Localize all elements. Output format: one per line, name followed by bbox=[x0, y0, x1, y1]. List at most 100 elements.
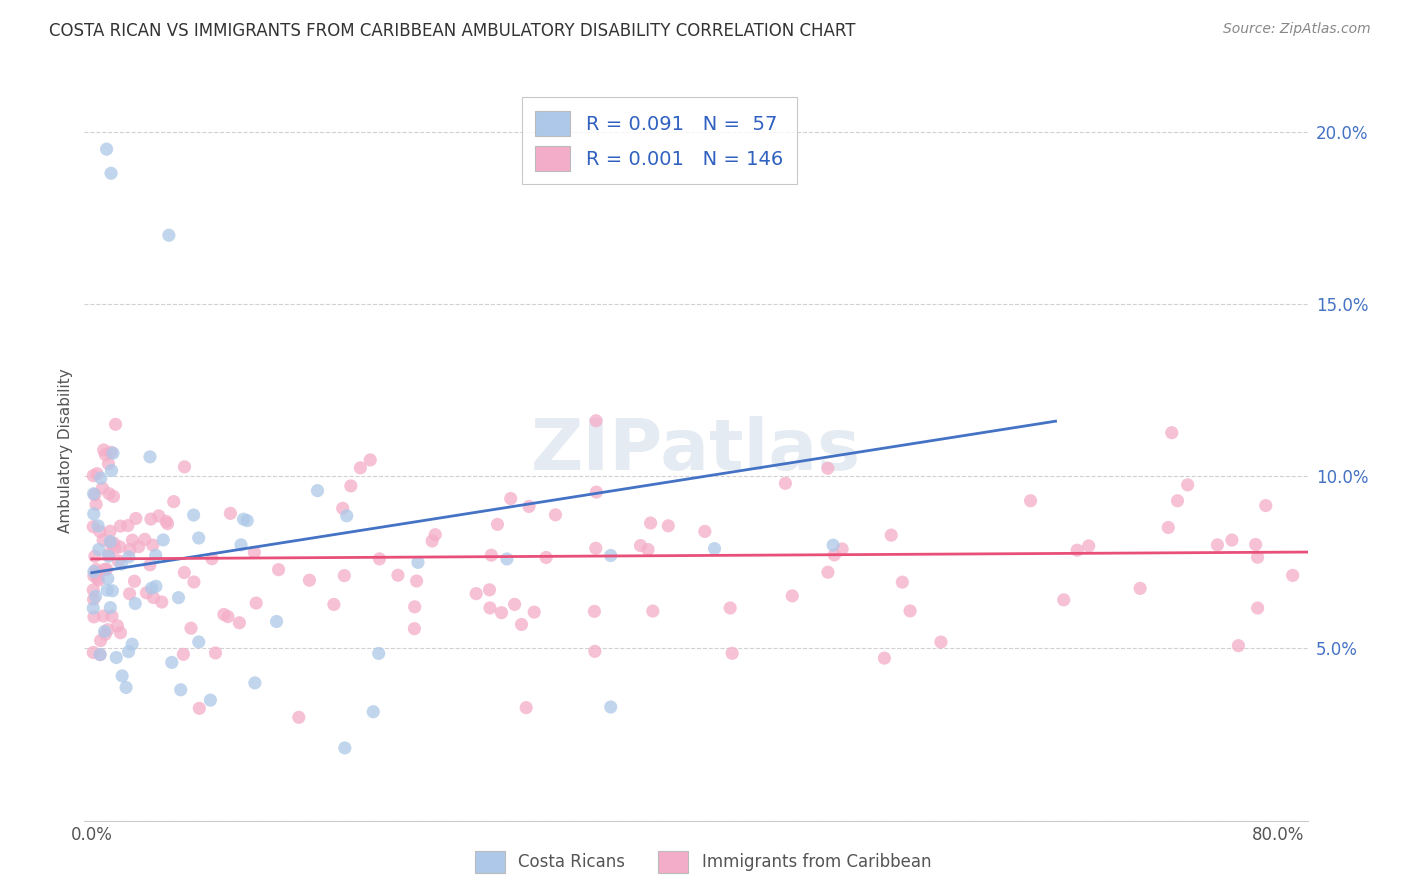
Point bbox=[478, 601, 501, 615]
Point bbox=[585, 414, 607, 428]
Point bbox=[515, 700, 537, 714]
Point bbox=[583, 644, 606, 658]
Point bbox=[156, 516, 179, 531]
Point bbox=[425, 527, 447, 541]
Point bbox=[94, 448, 117, 462]
Point bbox=[128, 540, 150, 554]
Point bbox=[340, 479, 363, 493]
Point bbox=[115, 681, 138, 695]
Point bbox=[100, 166, 122, 180]
Point bbox=[544, 508, 567, 522]
Point bbox=[82, 519, 104, 533]
Point bbox=[236, 514, 259, 528]
Point bbox=[148, 508, 170, 523]
Point bbox=[98, 600, 121, 615]
Point bbox=[229, 538, 252, 552]
Point bbox=[1206, 538, 1229, 552]
Point bbox=[104, 417, 127, 432]
Point bbox=[110, 557, 132, 571]
Point bbox=[118, 549, 141, 564]
Point bbox=[703, 541, 725, 556]
Point bbox=[420, 533, 443, 548]
Point bbox=[333, 568, 356, 582]
Point bbox=[117, 645, 139, 659]
Point bbox=[89, 648, 111, 662]
Point bbox=[1220, 533, 1243, 547]
Point bbox=[90, 633, 112, 648]
Point bbox=[1129, 582, 1152, 596]
Point bbox=[91, 481, 114, 495]
Point bbox=[361, 705, 384, 719]
Point bbox=[97, 549, 120, 564]
Point bbox=[124, 574, 146, 589]
Point bbox=[110, 519, 132, 533]
Point bbox=[173, 459, 195, 474]
Point bbox=[134, 533, 156, 547]
Point bbox=[155, 515, 177, 529]
Point bbox=[1177, 478, 1199, 492]
Point bbox=[217, 609, 239, 624]
Point bbox=[100, 536, 122, 550]
Point bbox=[775, 476, 797, 491]
Point bbox=[97, 623, 120, 637]
Point bbox=[117, 518, 139, 533]
Point bbox=[107, 554, 129, 568]
Point bbox=[929, 635, 952, 649]
Point bbox=[298, 573, 321, 587]
Point bbox=[1281, 568, 1303, 582]
Point bbox=[172, 648, 194, 662]
Point bbox=[585, 541, 607, 556]
Point bbox=[87, 519, 110, 533]
Point bbox=[183, 508, 205, 522]
Point bbox=[465, 587, 488, 601]
Point bbox=[135, 586, 157, 600]
Point bbox=[150, 595, 173, 609]
Point bbox=[83, 565, 105, 579]
Point bbox=[479, 548, 502, 562]
Point bbox=[243, 545, 266, 559]
Point bbox=[817, 565, 839, 579]
Point bbox=[228, 615, 250, 630]
Point bbox=[84, 590, 107, 604]
Point bbox=[404, 599, 426, 614]
Point bbox=[880, 528, 903, 542]
Point bbox=[599, 549, 621, 563]
Point bbox=[83, 610, 105, 624]
Point bbox=[94, 562, 117, 576]
Point bbox=[111, 669, 134, 683]
Point bbox=[83, 592, 105, 607]
Point bbox=[83, 488, 105, 502]
Point bbox=[87, 566, 110, 580]
Point bbox=[83, 549, 105, 564]
Point bbox=[118, 542, 141, 557]
Point bbox=[94, 627, 117, 641]
Point bbox=[1244, 537, 1267, 551]
Point bbox=[89, 524, 111, 539]
Point bbox=[183, 574, 205, 589]
Point bbox=[245, 596, 267, 610]
Point bbox=[1157, 520, 1180, 534]
Point bbox=[333, 740, 356, 755]
Text: Source: ZipAtlas.com: Source: ZipAtlas.com bbox=[1223, 22, 1371, 37]
Point bbox=[499, 491, 522, 506]
Point bbox=[125, 511, 148, 525]
Point bbox=[1053, 592, 1076, 607]
Point bbox=[1246, 550, 1268, 565]
Point bbox=[266, 615, 288, 629]
Point bbox=[96, 562, 118, 576]
Point bbox=[873, 651, 896, 665]
Point bbox=[187, 531, 209, 545]
Point bbox=[693, 524, 716, 539]
Point bbox=[823, 538, 845, 552]
Point bbox=[503, 598, 526, 612]
Point bbox=[1019, 493, 1042, 508]
Legend: Costa Ricans, Immigrants from Caribbean: Costa Ricans, Immigrants from Caribbean bbox=[468, 845, 938, 880]
Point bbox=[86, 571, 108, 585]
Point bbox=[583, 604, 606, 618]
Point bbox=[1254, 499, 1277, 513]
Point bbox=[104, 541, 127, 556]
Point bbox=[349, 460, 371, 475]
Point bbox=[204, 646, 226, 660]
Point bbox=[97, 457, 120, 471]
Point bbox=[157, 228, 180, 243]
